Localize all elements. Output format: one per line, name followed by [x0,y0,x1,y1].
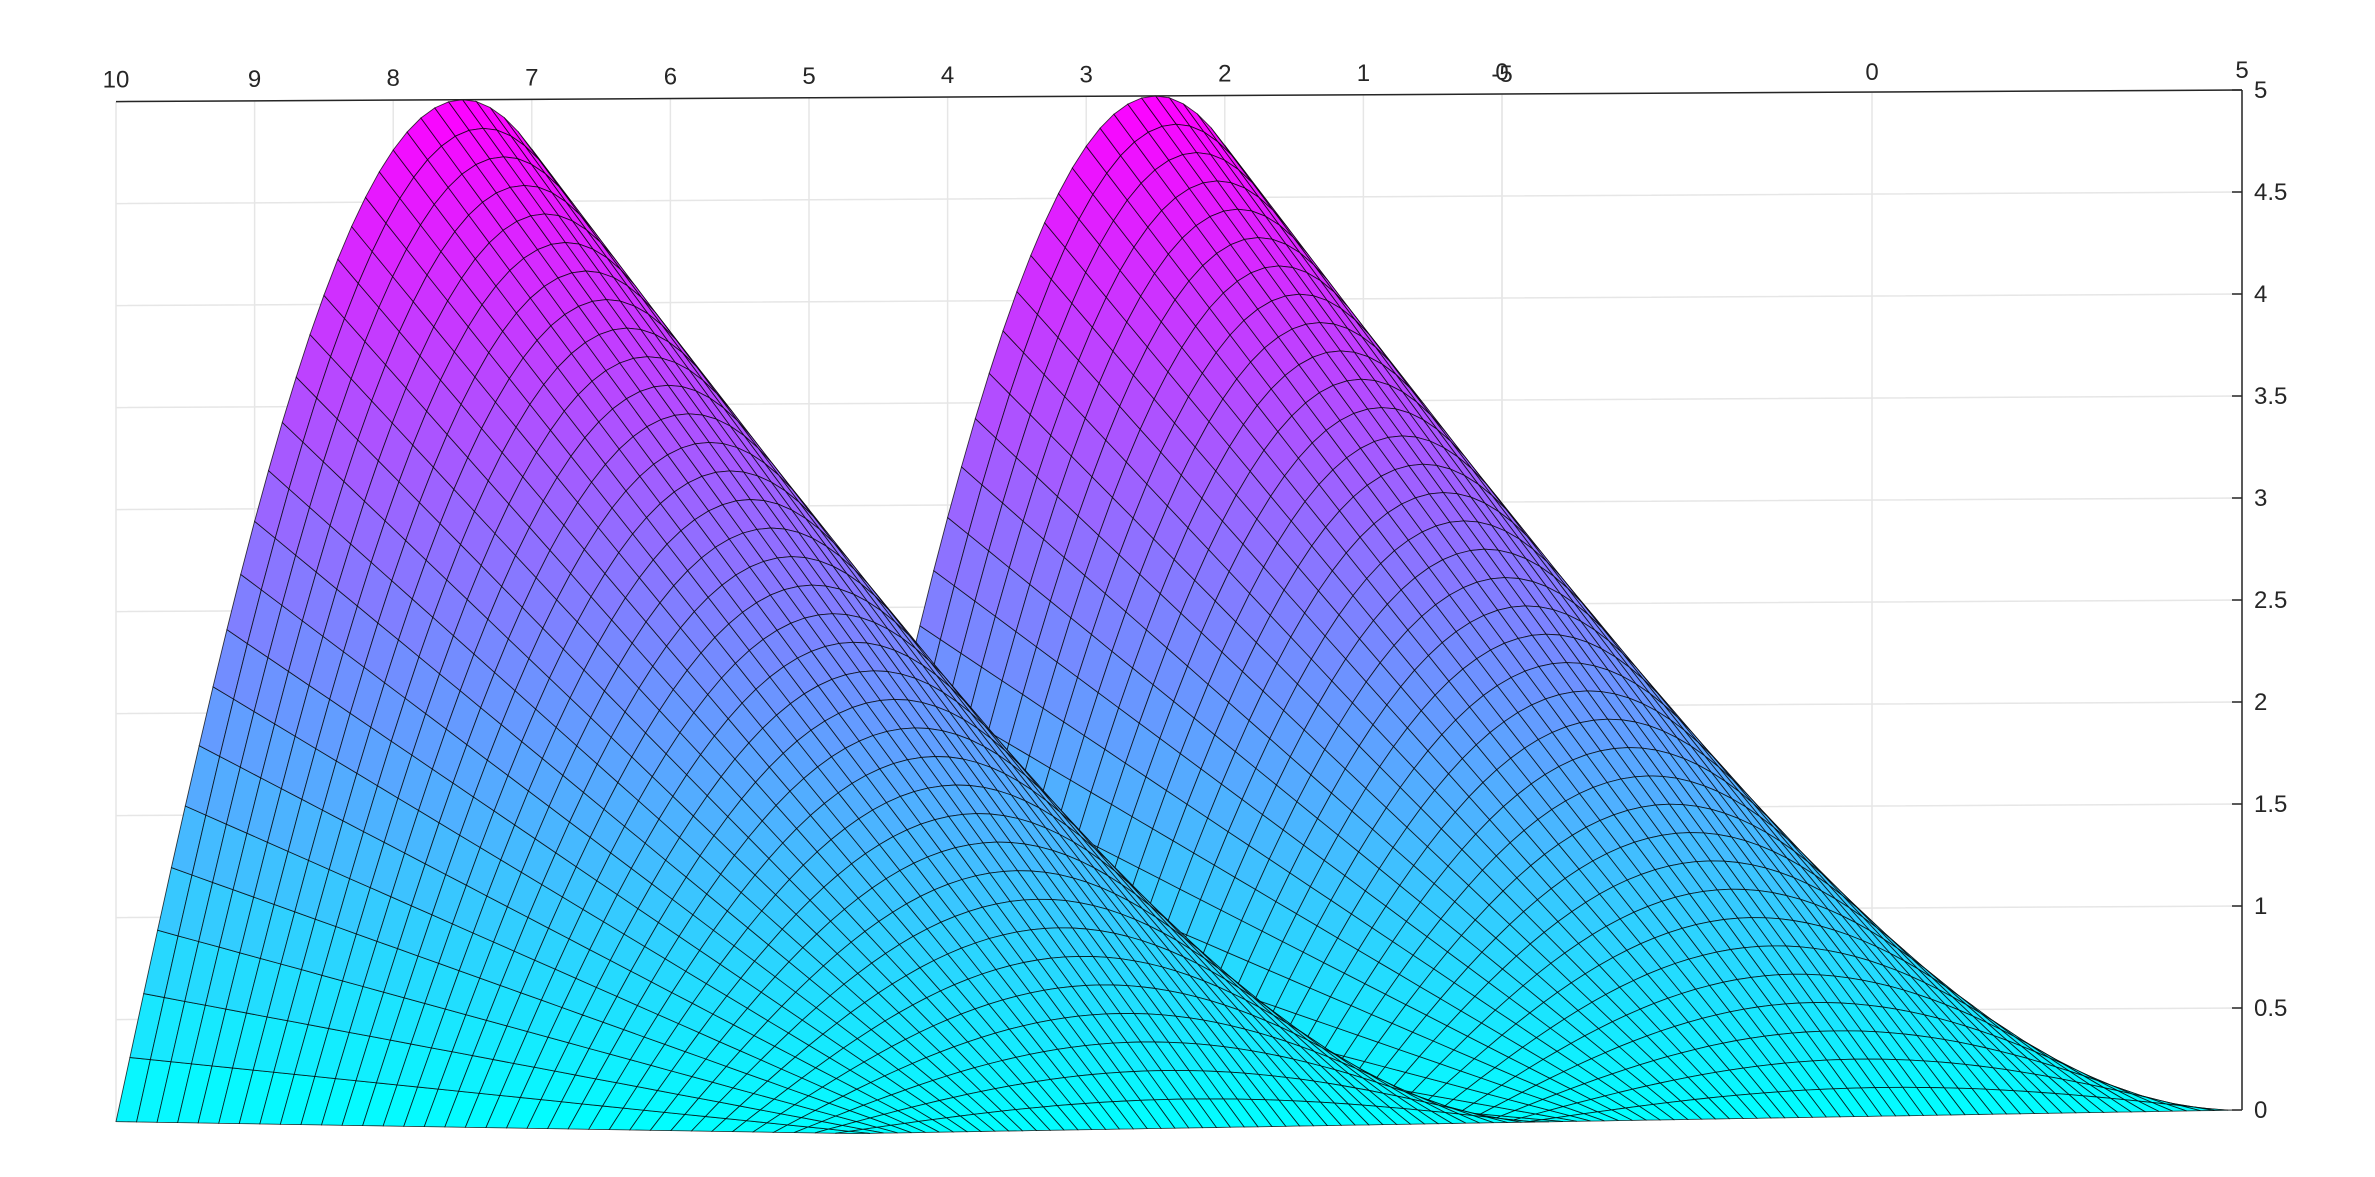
x-tick-label: 6 [664,64,677,91]
y-tick-label: 0 [1865,59,1878,86]
y-tick-label: -5 [1491,61,1512,88]
z-tick-label: 0 [2254,1097,2267,1124]
z-tick-label: 2 [2254,689,2267,716]
y-tick-label: 5 [2235,57,2248,84]
x-tick-label: 10 [103,67,130,94]
surface-patch [835,1130,870,1135]
x-tick-label: 8 [387,65,400,92]
z-tick-label: 1 [2254,893,2267,920]
x-tick-label: 2 [1218,61,1231,88]
x-tick-label: 9 [248,66,261,93]
x-tick-label: 5 [802,63,815,90]
plot-axes: 10 9 8 7 6 5 4 3 2 1 0-5 0 500.511.522.533.544.55 [103,57,2288,1124]
y-axis-line [1501,89,2243,95]
x-tick-label: 4 [941,62,954,89]
z-tick-label: 2.5 [2254,587,2287,614]
x-axis-line [115,93,1503,103]
z-tick-label: 3 [2254,485,2267,512]
x-tick-label: 7 [525,64,538,91]
z-tick-label: 4.5 [2254,179,2287,206]
surface-mesh [115,95,2243,1135]
x-tick-label: 3 [1080,61,1093,88]
z-tick-label: 1.5 [2254,791,2287,818]
x-tick-label: 1 [1357,60,1370,87]
x-tick-label: 0 [1495,59,1508,86]
z-tick-label: 5 [2254,77,2267,104]
z-tick-label: 3.5 [2254,383,2287,410]
z-tick-label: 0.5 [2254,995,2287,1022]
z-tick-label: 4 [2254,281,2267,308]
